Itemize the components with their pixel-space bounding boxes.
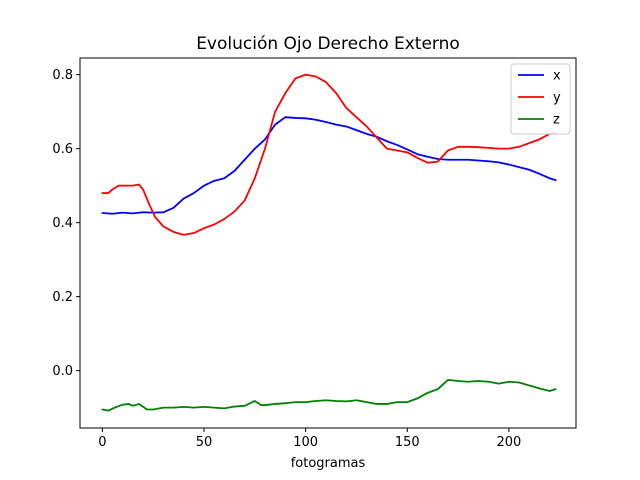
x-tick-label: 50 (196, 435, 213, 450)
x-tick-label: 100 (293, 435, 318, 450)
series-line-z (101, 378, 557, 412)
legend-label-z: z (553, 113, 560, 128)
y-tick-label: 0.2 (52, 290, 73, 305)
legend: xyz (510, 63, 571, 135)
y-tick-label: 0.8 (52, 68, 73, 83)
y-tick-label: 0.6 (52, 142, 73, 157)
series-line-x (101, 116, 557, 215)
x-axis-label: fotogramas (291, 456, 366, 471)
plot-area: 0 50 100 150 200 0.0 0.2 0.4 0.6 0.8 xyz (52, 57, 577, 450)
legend-label-y: y (553, 91, 561, 106)
y-tick-label: 0.4 (52, 216, 73, 231)
legend-label-x: x (553, 69, 561, 84)
legend-box (510, 63, 571, 135)
x-tick-label: 150 (395, 435, 420, 450)
y-tick-label: 0.0 (52, 364, 73, 379)
chart-title: Evolución Ojo Derecho Externo (196, 34, 460, 54)
series-line-y (101, 73, 557, 236)
x-tick-label: 200 (497, 435, 522, 450)
x-tick-label: 0 (98, 435, 106, 450)
plot-frame (79, 57, 577, 429)
